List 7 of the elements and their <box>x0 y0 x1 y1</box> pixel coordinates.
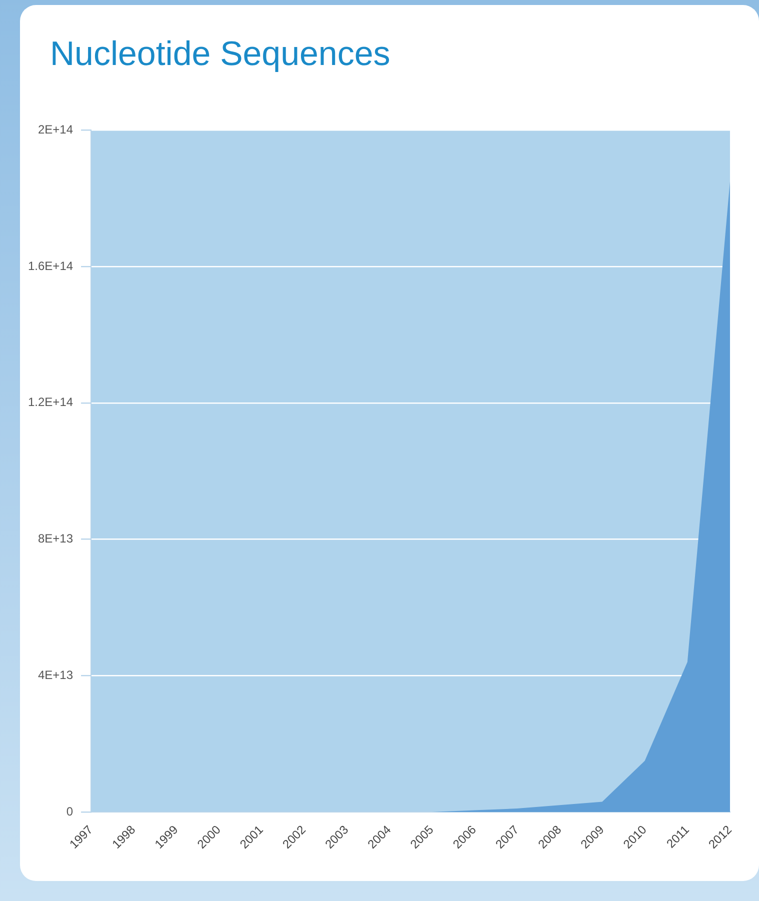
y-tick-label: 1.2E+14 <box>28 395 74 410</box>
y-tick-label: 8E+13 <box>38 532 74 546</box>
chart-title: Nucleotide Sequences <box>50 35 392 74</box>
y-tick-label: 1.6E+14 <box>28 258 74 273</box>
y-tick-label: 4E+13 <box>38 668 74 682</box>
y-tick-label: 0 <box>66 804 74 818</box>
y-tick-label: 2E+14 <box>38 122 74 137</box>
